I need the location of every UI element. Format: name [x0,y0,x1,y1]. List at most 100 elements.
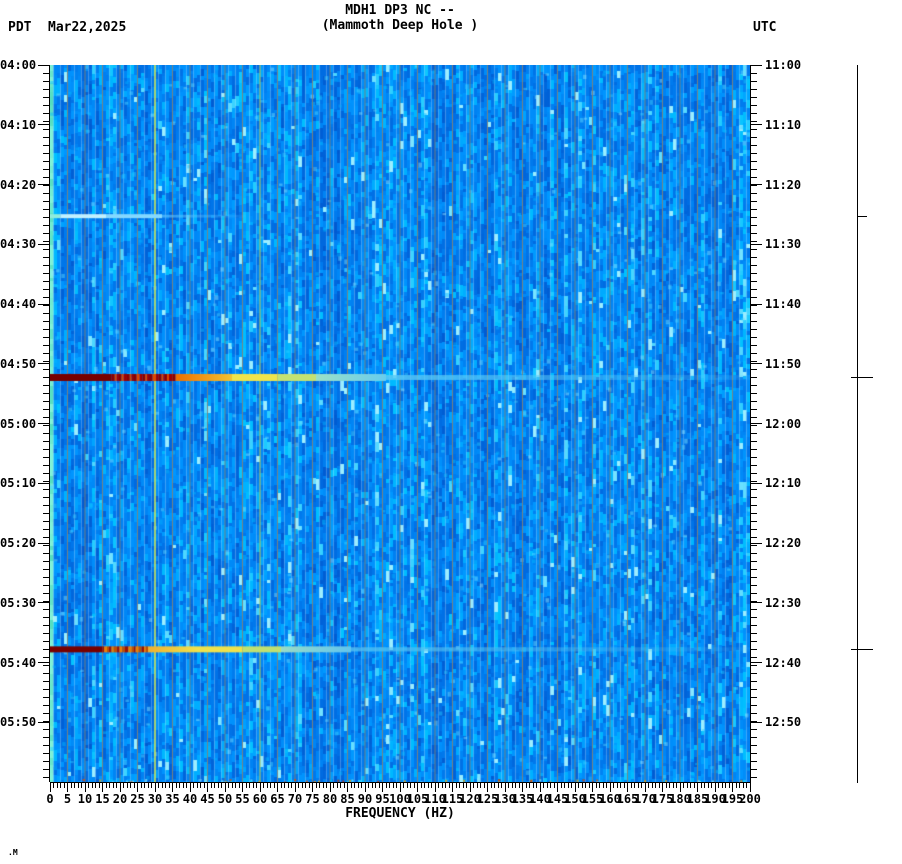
right-minor-tick [750,368,757,370]
freq-minor-tick [431,782,432,788]
freq-minor-tick [298,782,299,788]
timezone-right-label: UTC [753,20,777,35]
time-label-right: 12:40 [765,655,802,670]
freq-minor-tick [333,782,334,788]
freq-major-tick [662,782,663,792]
freq-minor-tick [235,782,236,788]
right-minor-tick [750,640,757,642]
freq-minor-tick [315,782,317,788]
freq-minor-tick [98,782,100,788]
freq-label: 90 [357,792,373,806]
left-minor-tick [43,176,50,178]
freq-minor-tick [501,782,502,788]
freq-minor-tick [490,782,492,788]
freq-minor-tick [368,782,369,788]
time-label-left: 05:50 [0,715,37,730]
freq-minor-tick [301,782,303,788]
scalebar-mark-11:52 [851,376,873,378]
left-minor-tick [43,320,50,322]
left-minor-tick [43,184,50,186]
freq-label: 115 [441,792,464,806]
freq-minor-tick [550,782,551,788]
left-minor-tick [43,640,50,642]
freq-minor-tick [126,782,128,788]
freq-minor-tick [707,782,709,788]
left-minor-tick [43,376,50,378]
left-minor-tick [43,752,50,754]
left-major-tick [38,662,50,663]
freq-label: 85 [340,792,355,806]
right-minor-tick [750,600,757,602]
right-minor-tick [750,304,757,306]
freq-label: 170 [634,792,656,806]
freq-minor-tick [263,782,264,788]
freq-minor-tick [270,782,271,788]
right-minor-tick [750,504,757,506]
right-minor-tick [750,728,757,730]
left-minor-tick [43,128,50,130]
freq-minor-tick [420,782,422,788]
left-major-tick [38,423,50,424]
time-label-left: 05:20 [0,536,37,550]
left-minor-tick [43,240,50,242]
freq-label: 10 [77,792,93,806]
freq-minor-tick [476,782,478,788]
freq-label: 75 [305,792,320,806]
freq-minor-tick [483,782,485,788]
freq-minor-tick [249,782,250,788]
freq-major-tick [644,782,646,792]
right-minor-tick [750,584,757,586]
right-minor-tick [750,200,757,202]
right-minor-tick [750,336,757,338]
freq-major-tick [452,782,453,792]
freq-minor-tick [648,782,649,788]
time-label-left: 04:20 [0,177,37,192]
freq-minor-tick [686,782,688,788]
freq-label: 155 [581,792,604,806]
left-minor-tick [43,360,50,362]
freq-minor-tick [56,782,58,788]
left-minor-tick [43,112,50,114]
freq-minor-tick [585,782,586,788]
freq-minor-tick [319,782,320,788]
right-minor-tick [750,456,757,458]
left-minor-tick [43,704,50,706]
right-minor-tick [750,776,757,778]
left-major-tick [38,721,50,723]
left-minor-tick [43,536,50,538]
freq-label: 50 [217,792,233,806]
right-minor-tick [750,704,757,706]
right-minor-tick [750,136,757,138]
freq-label: 65 [270,792,285,806]
freq-major-tick [399,782,401,792]
left-minor-tick [43,88,50,90]
freq-label: 160 [599,792,621,806]
freq-minor-tick [140,782,142,788]
right-minor-tick [750,240,757,242]
freq-minor-tick [74,782,75,788]
right-minor-tick [750,120,757,122]
freq-label: 175 [651,792,674,806]
time-label-left: 05:40 [0,655,37,670]
freq-major-tick [697,782,698,792]
freq-minor-tick [602,782,604,788]
freq-minor-tick [392,782,394,788]
left-minor-tick [43,344,50,346]
freq-minor-tick [130,782,131,788]
freq-minor-tick [378,782,380,788]
freq-minor-tick [357,782,359,788]
freq-minor-tick [245,782,247,788]
freq-minor-tick [287,782,289,788]
right-minor-tick [750,720,757,722]
freq-minor-tick [280,782,282,788]
freq-minor-tick [438,782,439,788]
freq-major-tick [434,782,436,792]
freq-major-tick [732,782,733,792]
left-minor-tick [43,488,50,490]
freq-major-tick [487,782,488,792]
freq-minor-tick [217,782,219,788]
freq-minor-tick [284,782,285,788]
freq-minor-tick [581,782,583,788]
freq-minor-tick [424,782,425,788]
right-minor-tick [750,560,757,562]
